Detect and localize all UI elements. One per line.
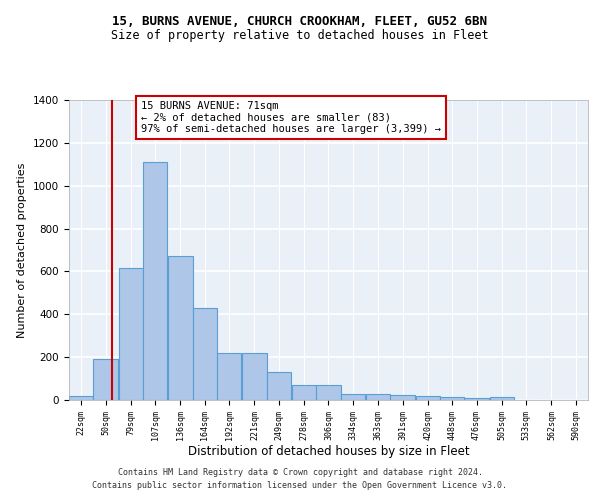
Bar [242, 353, 266, 400]
Bar [168, 256, 193, 400]
Text: 15, BURNS AVENUE, CHURCH CROOKHAM, FLEET, GU52 6BN: 15, BURNS AVENUE, CHURCH CROOKHAM, FLEET… [113, 15, 487, 28]
X-axis label: Distribution of detached houses by size in Fleet: Distribution of detached houses by size … [188, 446, 469, 458]
Text: Contains HM Land Registry data © Crown copyright and database right 2024.: Contains HM Land Registry data © Crown c… [118, 468, 482, 477]
Bar [440, 397, 464, 400]
Y-axis label: Number of detached properties: Number of detached properties [17, 162, 28, 338]
Bar [119, 268, 143, 400]
Bar [217, 353, 241, 400]
Text: Size of property relative to detached houses in Fleet: Size of property relative to detached ho… [111, 30, 489, 43]
Bar [416, 396, 440, 400]
Bar [193, 308, 217, 400]
Bar [490, 397, 514, 400]
Text: 15 BURNS AVENUE: 71sqm
← 2% of detached houses are smaller (83)
97% of semi-deta: 15 BURNS AVENUE: 71sqm ← 2% of detached … [141, 101, 441, 134]
Bar [143, 162, 167, 400]
Bar [366, 394, 391, 400]
Bar [341, 394, 365, 400]
Bar [292, 385, 316, 400]
Bar [316, 385, 341, 400]
Bar [266, 372, 291, 400]
Bar [69, 396, 94, 400]
Text: Contains public sector information licensed under the Open Government Licence v3: Contains public sector information licen… [92, 480, 508, 490]
Bar [94, 360, 118, 400]
Bar [464, 398, 489, 400]
Bar [391, 394, 415, 400]
